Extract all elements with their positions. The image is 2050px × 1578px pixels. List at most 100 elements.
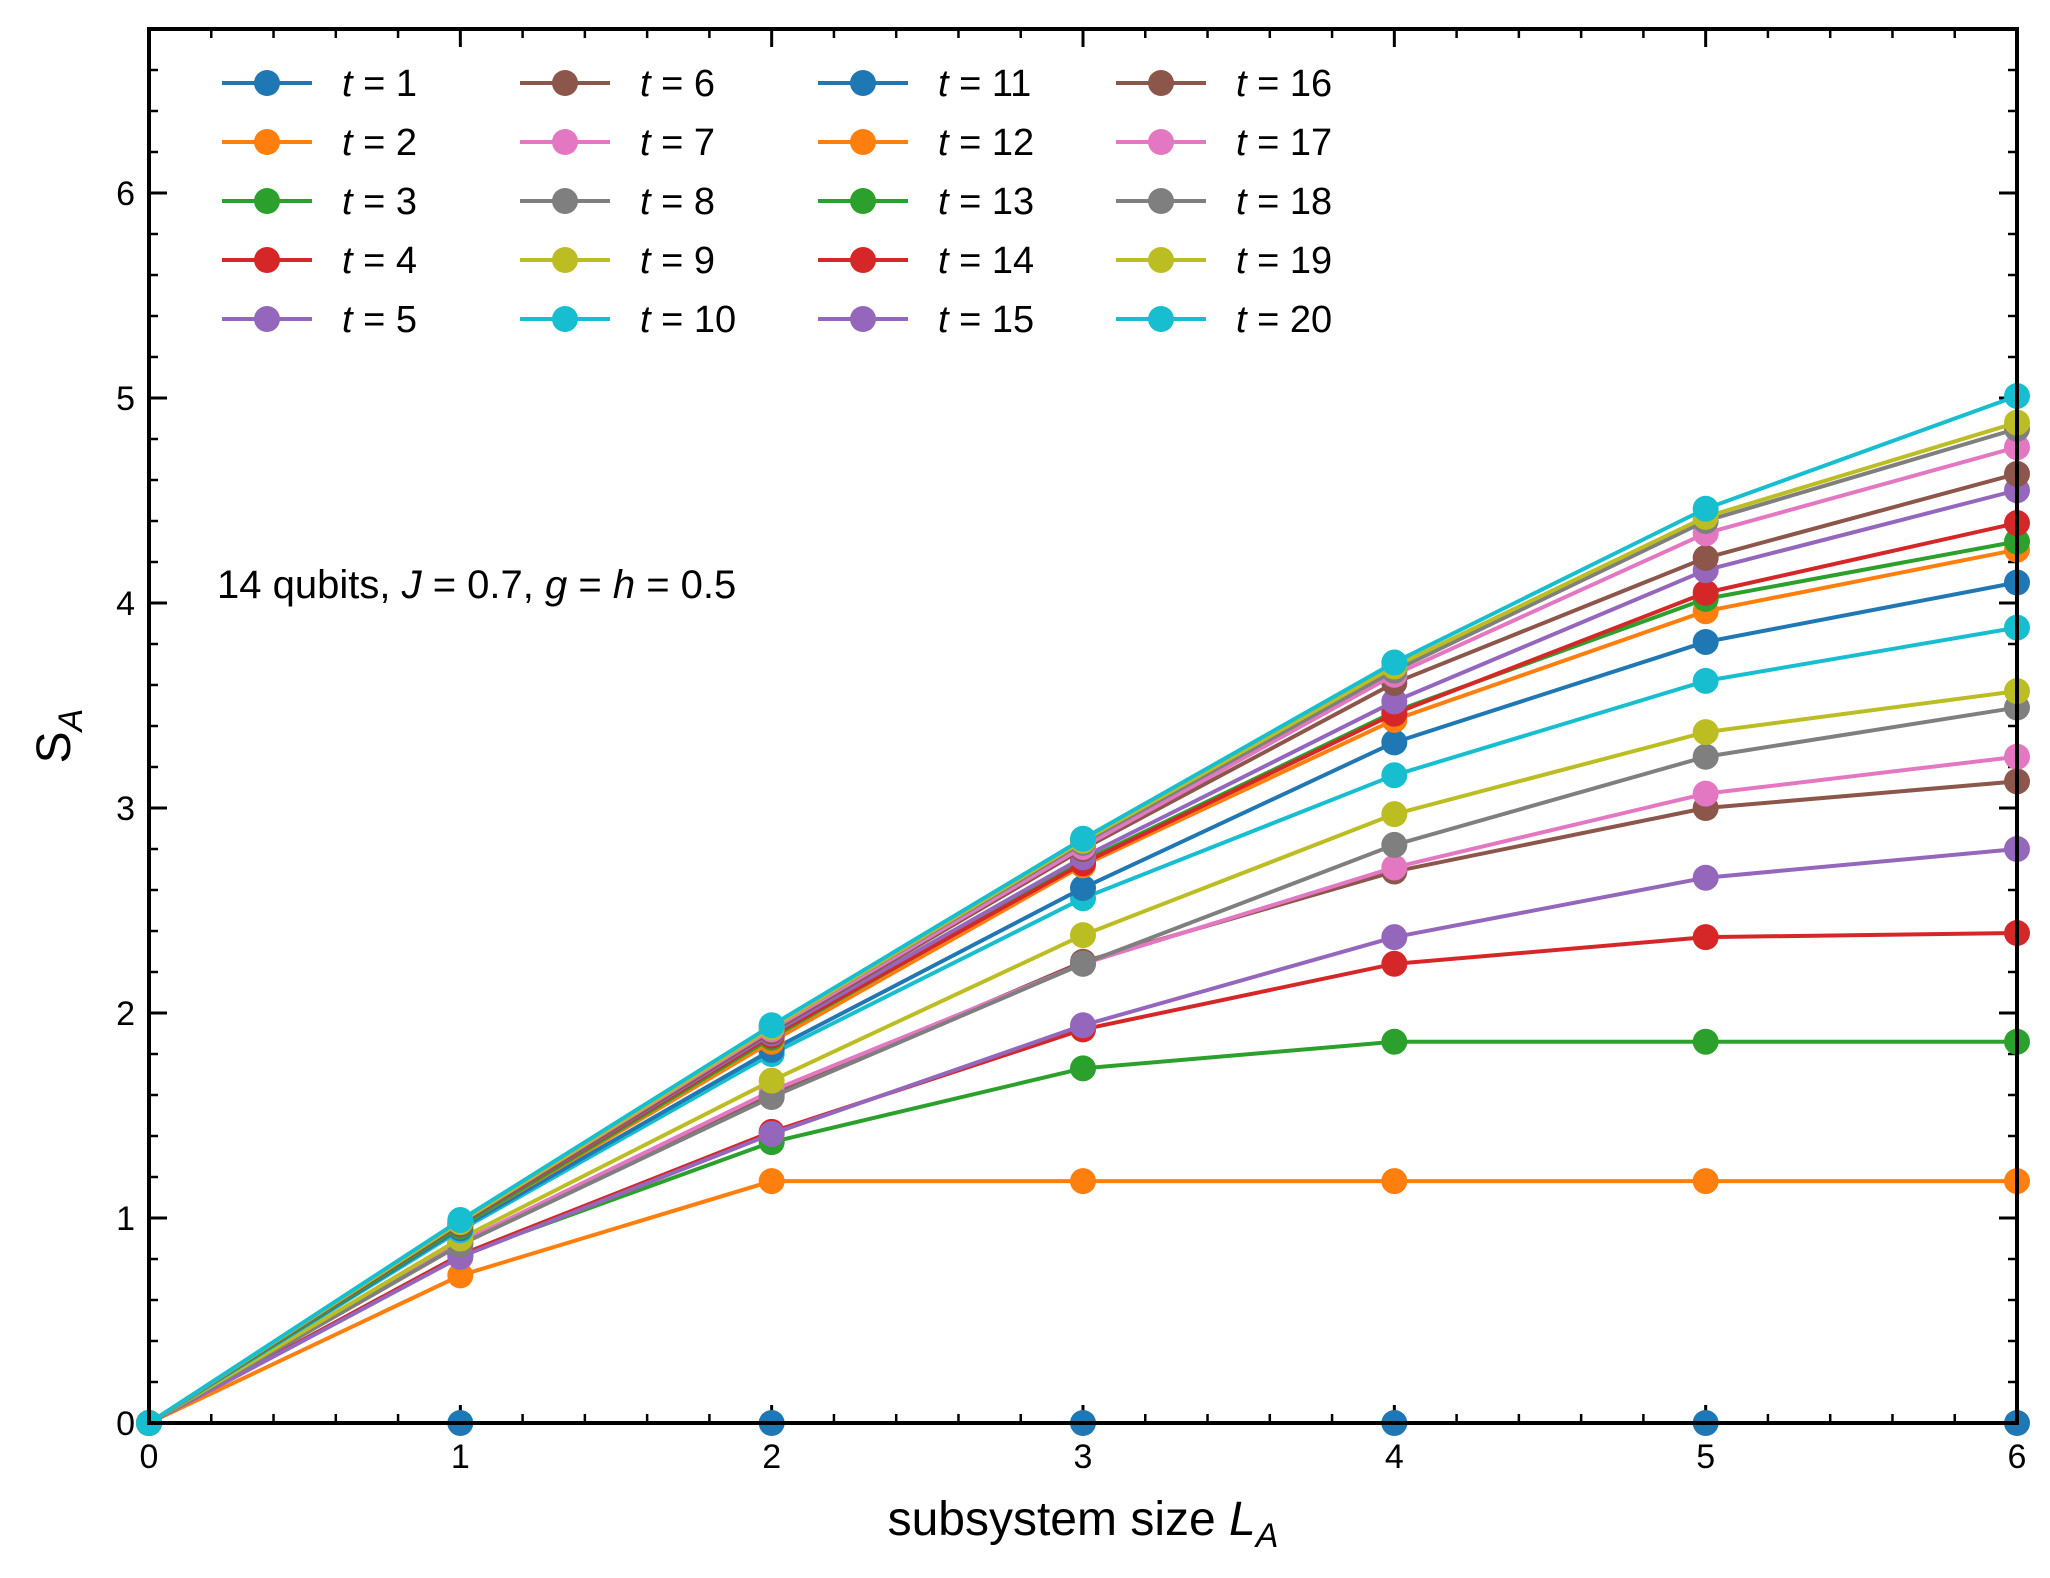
legend-label: t = 19 [1236,240,1332,282]
legend-marker [254,70,280,96]
legend-item: t = 9 [520,240,715,282]
legend-label: t = 3 [342,181,417,223]
data-point [1381,1028,1408,1055]
legend-label: t = 7 [640,122,715,164]
legend-item: t = 6 [520,63,715,105]
data-point [1070,1012,1096,1039]
legend-label: t = 11 [938,63,1031,105]
legend-item: t = 13 [818,181,1034,223]
legend-item: t = 4 [222,240,417,282]
y-tick-labels: 0 1 2 3 4 5 6 [116,175,135,1443]
series-line [147,471,2018,1425]
x-tick-label: 0 [140,1438,159,1476]
legend-label: t = 10 [640,299,736,341]
series-3 [136,1028,2030,1436]
legend-item: t = 7 [520,122,715,164]
data-point [1381,1168,1408,1195]
legend-label: t = 12 [938,122,1034,164]
data-point [1692,719,1719,746]
data-point [447,1262,474,1289]
y-tick-label: 6 [116,175,135,213]
series-20 [136,382,2030,1436]
series-16 [136,460,2030,1436]
data-point [1070,1055,1096,1082]
series-2 [136,1168,2030,1436]
legend-marker [850,188,876,214]
data-point [1070,1168,1096,1195]
legend-label: t = 4 [342,240,417,282]
legend-item: t = 20 [1116,299,1332,341]
data-point [1381,649,1408,676]
series-11 [136,569,2030,1436]
plot-frame [147,27,2019,1425]
legend-item: t = 5 [222,299,417,341]
data-point [1692,495,1719,522]
major-ticks [147,29,2019,1425]
legend-label: t = 13 [938,181,1034,223]
legend-marker [552,247,578,273]
y-tick-label: 4 [116,585,135,623]
legend-label: t = 9 [640,240,715,282]
legend-label: t = 20 [1236,299,1332,341]
data-point [1692,1168,1719,1195]
legend-label: t = 6 [640,63,715,105]
data-point [1692,667,1719,694]
legend-marker [1148,129,1174,155]
data-point [758,1120,785,1147]
legend-label: t = 2 [342,122,417,164]
legend-item: t = 18 [1116,181,1332,223]
legend-marker [552,129,578,155]
legend-marker [1148,306,1174,332]
legend-item: t = 8 [520,181,715,223]
y-tick-label: 2 [116,995,135,1033]
legend-marker [254,188,280,214]
data-point [1692,864,1719,891]
x-tick-label: 2 [762,1438,781,1476]
legend-item: t = 2 [222,122,417,164]
data-point [758,1168,785,1195]
legend-item: t = 19 [1116,240,1332,282]
data-point [1692,924,1719,951]
legend-item: t = 10 [520,299,736,341]
data-point [1692,743,1719,770]
x-tick-label: 1 [451,1438,470,1476]
minor-ticks [149,27,2017,1423]
legend-marker [850,70,876,96]
data-point [1381,729,1408,756]
y-tick-label: 5 [116,380,135,418]
legend-label: t = 15 [938,299,1034,341]
legend-item: t = 11 [818,63,1031,105]
legend-marker [850,306,876,332]
legend-label: t = 5 [342,299,417,341]
legend-label: t = 16 [1236,63,1332,105]
data-point [1070,825,1096,852]
legend-item: t = 16 [1116,63,1332,105]
data-point [1381,950,1408,977]
legend-item: t = 1 [222,63,417,105]
legend-item: t = 17 [1116,122,1332,164]
legend-label: t = 1 [342,63,417,105]
data-point [1692,628,1719,655]
legend-item: t = 15 [818,299,1034,341]
x-tick-label: 3 [1074,1438,1093,1476]
y-tick-label: 1 [116,1200,135,1238]
legend-marker [552,306,578,332]
data-point [758,1067,785,1094]
data-point [1070,950,1096,977]
legend-marker [850,129,876,155]
legend-marker [254,247,280,273]
series-13 [136,528,2030,1436]
legend-marker [254,306,280,332]
series-line [147,580,2018,1425]
data-point [1070,922,1096,949]
legend-label: t = 14 [938,240,1034,282]
data-point [1692,544,1719,571]
data-point [1381,801,1408,828]
legend-marker [254,129,280,155]
legend-marker [1148,188,1174,214]
series-line [148,1179,2017,1425]
x-tick-label: 6 [2008,1438,2027,1476]
data-point [1692,579,1719,606]
legend-marker [552,188,578,214]
